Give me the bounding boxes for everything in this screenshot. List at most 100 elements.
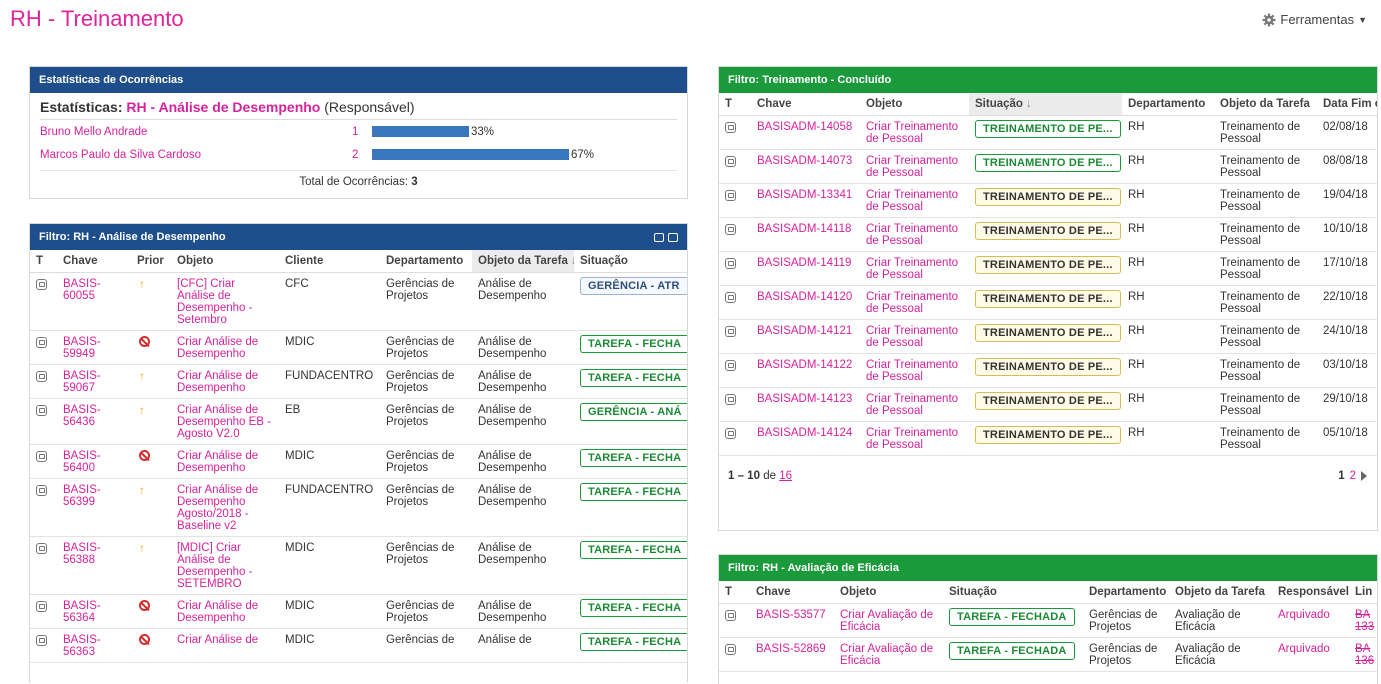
table-row[interactable]: BASIS-52869 Criar Avaliação de Eficácia TA…: [719, 637, 1377, 672]
column-header[interactable]: Situação ↓: [969, 93, 1122, 116]
table-row[interactable]: BASIS-56436 ↑ Criar Análise de Desempenho …: [30, 398, 687, 445]
issue-key-link[interactable]: BASIS-56399: [63, 483, 101, 508]
issue-key-link[interactable]: BASIS-56363: [63, 633, 101, 658]
next-page-icon[interactable]: [1361, 470, 1367, 481]
summary-link[interactable]: Criar Treinamento de Pessoal: [866, 290, 959, 315]
column-header[interactable]: Objeto da Tarefa: [1169, 581, 1272, 604]
table-row[interactable]: BASISADM-14073 Criar Treinamento de Pesso…: [719, 149, 1377, 184]
column-header[interactable]: Chave: [750, 581, 834, 604]
pagination-total-link[interactable]: 16: [779, 469, 792, 482]
assignee-link[interactable]: Arquivado: [1278, 608, 1330, 621]
linked-issue-link[interactable]: BA 133: [1355, 608, 1375, 633]
issue-key-link[interactable]: BASISADM-14122: [757, 358, 853, 371]
issue-key-link[interactable]: BASIS-56400: [63, 449, 101, 474]
summary-link[interactable]: Criar Treinamento de Pessoal: [866, 154, 959, 179]
summary-link[interactable]: Criar Treinamento de Pessoal: [866, 358, 959, 383]
column-header[interactable]: T: [719, 581, 750, 604]
issue-key-link[interactable]: BASISADM-14120: [757, 290, 853, 303]
assignee-link[interactable]: Arquivado: [1278, 642, 1330, 655]
table-row[interactable]: BASISADM-14119 Criar Treinamento de Pesso…: [719, 251, 1377, 286]
table-row[interactable]: BASIS-53577 Criar Avaliação de Eficácia TA…: [719, 603, 1377, 638]
issue-key-link[interactable]: BASISADM-14123: [757, 392, 853, 405]
summary-link[interactable]: [CFC] Criar Análise de Desempenho - Sete…: [177, 277, 253, 326]
table-row[interactable]: BASIS-56400 Criar Análise de Desempenho MD…: [30, 444, 687, 479]
summary-link[interactable]: Criar Análise de Desempenho EB - Agosto …: [177, 403, 271, 440]
table-row[interactable]: BASIS-59067 ↑ Criar Análise de Desempenho F…: [30, 364, 687, 399]
column-header[interactable]: Objeto da Tarefa↓: [472, 250, 574, 273]
summary-link[interactable]: Criar Análise de Desempenho: [177, 369, 259, 394]
summary-link[interactable]: Criar Treinamento de Pessoal: [866, 120, 959, 145]
summary-link[interactable]: Criar Avaliação de Eficácia: [840, 642, 934, 667]
issue-key-link[interactable]: BASISADM-14121: [757, 324, 853, 337]
table-row[interactable]: BASIS-56364 Criar Análise de Desempenho MD…: [30, 594, 687, 629]
issue-key-link[interactable]: BASIS-52869: [756, 642, 826, 655]
issue-key-link[interactable]: BASIS-60055: [63, 277, 101, 302]
issue-key-link[interactable]: BASISADM-14119: [757, 256, 852, 269]
column-header[interactable]: Objeto da Tarefa: [1214, 93, 1317, 116]
summary-link[interactable]: Criar Treinamento de Pessoal: [866, 256, 959, 281]
column-header[interactable]: Chave: [751, 93, 860, 116]
issue-key-link[interactable]: BASISADM-14058: [757, 120, 853, 133]
column-header[interactable]: Objeto: [860, 93, 969, 116]
linked-issue-link[interactable]: BA 136: [1355, 642, 1375, 667]
issue-key-link[interactable]: BASIS-59067: [63, 369, 101, 394]
column-header[interactable]: Departamento: [380, 250, 472, 273]
summary-link[interactable]: Criar Análise de: [177, 633, 259, 646]
stats-filter-link[interactable]: RH - Análise de Desempenho: [126, 99, 321, 115]
table-row[interactable]: BASISADM-14118 Criar Treinamento de Pesso…: [719, 217, 1377, 252]
issue-key-link[interactable]: BASIS-56436: [63, 403, 101, 428]
table-row[interactable]: BASISADM-14120 Criar Treinamento de Pesso…: [719, 285, 1377, 320]
page-1-link[interactable]: 1: [1338, 469, 1345, 482]
column-header[interactable]: T: [719, 93, 751, 116]
page-2-link[interactable]: 2: [1349, 469, 1356, 482]
column-header[interactable]: Departamento: [1122, 93, 1214, 116]
table-row[interactable]: BASIS-56399 ↑ Criar Análise de Desempenho …: [30, 478, 687, 537]
summary-link[interactable]: Criar Análise de Desempenho: [177, 449, 259, 474]
issue-key-link[interactable]: BASIS-56388: [63, 541, 101, 566]
table-row[interactable]: BASISADM-14123 Criar Treinamento de Pesso…: [719, 387, 1377, 422]
summary-link[interactable]: Criar Treinamento de Pessoal: [866, 222, 959, 247]
summary-link[interactable]: Criar Avaliação de Eficácia: [840, 608, 934, 633]
table-row[interactable]: BASISADM-14124 Criar Treinamento de Pesso…: [719, 421, 1377, 456]
table-row[interactable]: BASISADM-14121 Criar Treinamento de Pesso…: [719, 319, 1377, 354]
summary-link[interactable]: Criar Treinamento de Pessoal: [866, 188, 959, 213]
tools-menu-button[interactable]: Ferramentas ▼: [1262, 12, 1367, 27]
issue-key-link[interactable]: BASIS-56364: [63, 599, 101, 624]
table-row[interactable]: BASISADM-14058 Criar Treinamento de Pesso…: [719, 115, 1377, 150]
summary-link[interactable]: Criar Treinamento de Pessoal: [866, 426, 959, 451]
issue-key-link[interactable]: BASISADM-14073: [757, 154, 853, 167]
table-row[interactable]: BASISADM-13341 Criar Treinamento de Pesso…: [719, 183, 1377, 218]
column-header[interactable]: T: [30, 250, 57, 273]
issue-key-link[interactable]: BASISADM-13341: [757, 188, 853, 201]
column-header[interactable]: Chave: [57, 250, 131, 273]
column-header[interactable]: Objeto: [171, 250, 279, 273]
stats-count-link[interactable]: 1: [352, 126, 359, 138]
stats-person-link[interactable]: Bruno Mello Andrade: [40, 126, 148, 138]
column-header[interactable]: Prior: [131, 250, 171, 273]
issue-key-link[interactable]: BASISADM-14124: [757, 426, 853, 439]
column-header[interactable]: Departamento: [1083, 581, 1169, 604]
column-header[interactable]: Situação: [943, 581, 1083, 604]
table-row[interactable]: BASIS-60055 ↑ [CFC] Criar Análise de Desem…: [30, 272, 687, 331]
summary-link[interactable]: Criar Análise de Desempenho: [177, 599, 259, 624]
issue-key-link[interactable]: BASIS-59949: [63, 335, 101, 360]
summary-link[interactable]: Criar Análise de Desempenho: [177, 335, 259, 360]
column-header[interactable]: Objeto: [834, 581, 943, 604]
summary-link[interactable]: Criar Treinamento de Pessoal: [866, 324, 959, 349]
summary-link[interactable]: Criar Treinamento de Pessoal: [866, 392, 959, 417]
issue-key-link[interactable]: BASISADM-14118: [757, 222, 852, 235]
table-row[interactable]: BASISADM-14122 Criar Treinamento de Pesso…: [719, 353, 1377, 388]
stats-count-link[interactable]: 2: [352, 149, 359, 161]
stats-person-link[interactable]: Marcos Paulo da Silva Cardoso: [40, 149, 202, 161]
table-row[interactable]: BASIS-56363 Criar Análise de MDIC Gerências…: [30, 628, 687, 663]
summary-link[interactable]: [MDIC] Criar Análise de Desempenho - SET…: [177, 541, 253, 590]
table-row[interactable]: BASIS-56388 ↑ [MDIC] Criar Análise de Dese…: [30, 536, 687, 595]
column-header[interactable]: Situação: [574, 250, 687, 273]
table-row[interactable]: BASIS-59949 Criar Análise de Desempenho MD…: [30, 330, 687, 365]
column-header[interactable]: Responsável: [1272, 581, 1349, 604]
collapse-icon[interactable]: [668, 232, 678, 242]
column-header[interactable]: Cliente: [279, 250, 380, 273]
column-header[interactable]: Data Fim c: [1317, 93, 1377, 116]
maximize-icon[interactable]: [654, 232, 664, 242]
column-header[interactable]: Lin: [1349, 581, 1377, 604]
